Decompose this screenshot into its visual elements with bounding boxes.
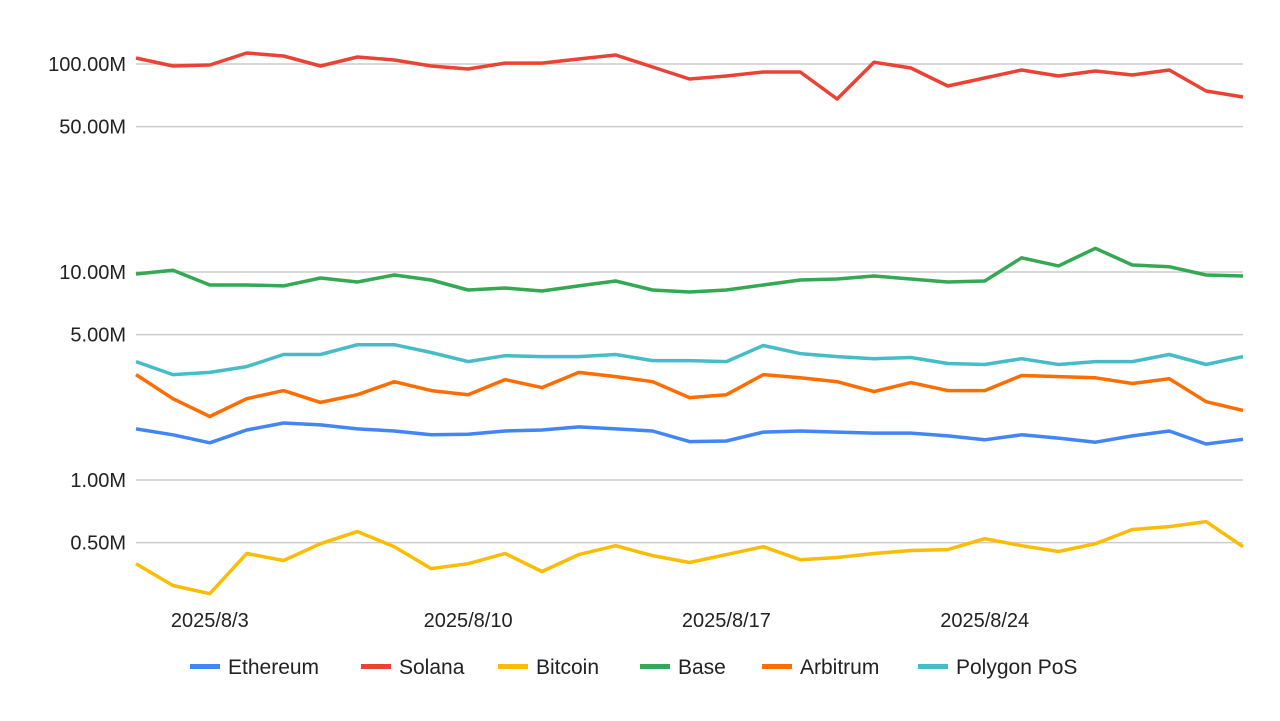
series-lines [136, 53, 1243, 594]
legend-swatch [640, 664, 670, 669]
legend: Ethereum Solana Bitcoin Base Arbitrum Polygon… [190, 656, 1077, 679]
legend-item: Ethereum [190, 656, 319, 679]
legend-label: Base [678, 656, 726, 679]
legend-label: Arbitrum [800, 656, 879, 679]
legend-swatch [918, 664, 948, 669]
series-bitcoin [136, 521, 1243, 593]
legend-swatch [762, 664, 792, 669]
series-base [136, 248, 1243, 292]
legend-swatch [361, 664, 391, 669]
legend-item: Arbitrum [762, 656, 879, 679]
series-ethereum [136, 423, 1243, 444]
y-tick-label: 1.00M [70, 470, 126, 492]
x-tick-label: 2025/8/3 [171, 610, 249, 632]
x-tick-label: 2025/8/24 [940, 610, 1029, 632]
y-tick-label: 10.00M [59, 262, 126, 284]
legend-label: Bitcoin [536, 656, 599, 679]
legend-item: Polygon PoS [918, 656, 1077, 679]
y-tick-label: 0.50M [70, 533, 126, 555]
y-tick-label: 100.00M [48, 54, 126, 76]
series-solana [136, 53, 1243, 99]
legend-swatch [190, 664, 220, 669]
y-axis-labels: 100.00M 50.00M 10.00M 5.00M 1.00M 0.50M [48, 54, 126, 555]
legend-item: Bitcoin [498, 656, 599, 679]
x-tick-label: 2025/8/17 [682, 610, 771, 632]
legend-label: Ethereum [228, 656, 319, 679]
legend-item: Base [640, 656, 726, 679]
gridlines [136, 64, 1243, 543]
series-line [136, 522, 1243, 594]
x-axis-labels: 2025/8/3 2025/8/10 2025/8/17 2025/8/24 [171, 610, 1029, 632]
x-tick-label: 2025/8/10 [424, 610, 513, 632]
legend-label: Solana [399, 656, 465, 679]
legend-item: Solana [361, 656, 465, 679]
legend-label: Polygon PoS [956, 656, 1077, 679]
series-line [136, 423, 1243, 444]
legend-swatch [498, 664, 528, 669]
y-tick-label: 50.00M [59, 117, 126, 139]
series-line [136, 345, 1243, 375]
y-tick-label: 5.00M [70, 325, 126, 347]
series-line [136, 53, 1243, 99]
series-arbitrum [136, 372, 1243, 416]
series-line [136, 372, 1243, 416]
series-polygon-pos [136, 345, 1243, 375]
series-line [136, 248, 1243, 292]
